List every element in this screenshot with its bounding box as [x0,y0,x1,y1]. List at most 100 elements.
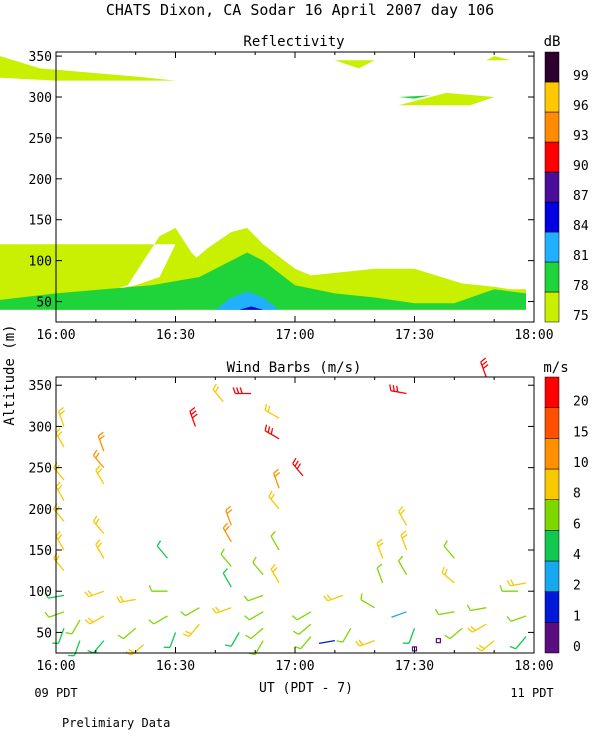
wind-colorbar-label: 0 [573,640,581,655]
reflectivity-panel: Reflectivity dB 16:00 16:30 17:00 17:30 18:0… [0,34,589,343]
wind-y-tick-label: 300 [29,420,52,435]
wind-colorbar-label: 8 [573,487,581,502]
wind-x-tick-label: 17:30 [395,659,434,674]
wind-barbs-unit: m/s [543,360,568,376]
wind-barb [397,555,408,576]
reflectivity-axes: 16:00 16:30 17:00 17:30 18:00 50 100 150 200 250 3… [29,50,554,343]
wind-barb [55,530,65,551]
wind-colorbar-swatch [544,591,560,623]
wind-x-tick-label: 18:00 [514,659,553,674]
reflectivity-y-tick-label: 300 [29,91,52,106]
reflectivity-region [334,60,375,69]
reflectivity-contours [0,56,526,310]
wind-barb [252,556,264,576]
reflectivity-colorbar-label: 93 [573,129,589,144]
y-axis-label: Altitude (m) [2,324,18,425]
wind-barb [220,548,232,567]
reflectivity-region [398,95,431,99]
wind-barb [467,623,487,633]
wind-barb [180,607,200,617]
wind-barb [444,627,463,640]
reflectivity-colorbar-label: 78 [573,279,589,294]
wind-colorbar-swatch [544,530,560,562]
x-right-note: 11 PDT [510,686,553,700]
wind-colorbar-label: 10 [573,456,589,471]
wind-barb [376,538,384,559]
wind-x-tick-label: 16:00 [36,659,75,674]
wind-x-tick-label: 16:30 [156,659,195,674]
reflectivity-colorbar-swatch [544,201,560,233]
wind-barb [182,623,200,638]
wind-y-tick-label: 350 [29,379,52,394]
reflectivity-title: Reflectivity [243,34,344,50]
wind-barbs-panel: Wind Barbs (m/s) m/s 16:00 16:30 17:00 17:3… [29,357,589,674]
wind-barb [336,627,352,643]
wind-barb [65,619,81,635]
wind-barb [391,611,407,618]
reflectivity-y-tick-label: 150 [29,214,52,229]
reflectivity-y-tick-label: 350 [29,50,52,65]
reflectivity-y-tick-label: 50 [36,296,52,311]
reflectivity-region [398,92,495,106]
reflectivity-region [56,297,200,310]
wind-barb [400,530,408,551]
wind-barb [243,594,264,602]
wind-barb [466,604,487,612]
reflectivity-colorbar-label: 99 [573,69,589,84]
reflectivity-colorbar-swatch [544,81,560,113]
wind-y-tick-label: 200 [29,503,52,518]
wind-barb [232,387,252,395]
wind-barb [95,465,105,485]
wind-barb [156,540,169,559]
wind-barb [506,615,527,623]
footer-note: Prelimiary Data [62,716,170,730]
wind-colorbar-label: 6 [573,517,581,532]
wind-barb [222,522,232,543]
wind-barb [435,638,441,644]
x-left-note: 09 PDT [34,686,77,700]
wind-colorbar-swatch [544,560,560,592]
wind-colorbar-swatch [544,438,560,470]
wind-colorbar-label: 2 [573,579,581,594]
reflectivity-colorbar-swatch [544,261,560,293]
wind-barb [434,608,455,616]
wind-barb [292,457,304,477]
x-axis-label: UT (PDT - 7) [259,681,353,696]
wind-barb [441,566,455,584]
reflectivity-colorbar-swatch [544,291,560,323]
reflectivity-region [0,227,526,310]
wind-barb [360,593,375,609]
wind-barbs-axes: 16:00 16:30 17:00 17:30 18:00 50 100 150 200 250 3… [29,377,554,674]
wind-y-tick-label: 250 [29,462,52,477]
wind-colorbar-label: 15 [573,425,589,440]
reflectivity-colorbar-label: 75 [573,309,589,324]
reflectivity-region [0,56,176,81]
reflectivity-colorbar: 75 78 81 84 87 90 93 96 99 [544,51,589,324]
wind-barb [291,611,312,621]
reflectivity-colorbar-label: 96 [573,99,589,114]
wind-barb [95,539,105,559]
wind-barb [55,428,65,448]
wind-barb [57,406,66,427]
reflectivity-x-tick-label: 16:00 [36,328,75,343]
wind-barb [53,461,65,481]
wind-barb [117,627,137,640]
wind-barb [225,505,233,526]
reflectivity-colorbar-label: 81 [573,249,589,264]
wind-colorbar-swatch [544,499,560,531]
wind-barb [92,515,105,534]
wind-barb [212,383,224,403]
reflectivity-colorbar-swatch [544,231,560,263]
reflectivity-x-tick-label: 17:00 [275,328,314,343]
wind-barbs-plot-frame [55,376,535,654]
reflectivity-region [239,306,264,310]
reflectivity-colorbar-label: 90 [573,159,589,174]
wind-barb [264,403,280,419]
reflectivity-unit: dB [544,34,561,50]
wind-colorbar-swatch [544,376,560,408]
wind-barb [84,615,105,625]
wind-barbs-colorbar: 0 1 2 4 6 8 10 15 20 [544,376,589,655]
wind-barb [248,640,264,656]
reflectivity-x-tick-label: 17:30 [395,328,434,343]
reflectivity-colorbar-label: 87 [573,189,589,204]
